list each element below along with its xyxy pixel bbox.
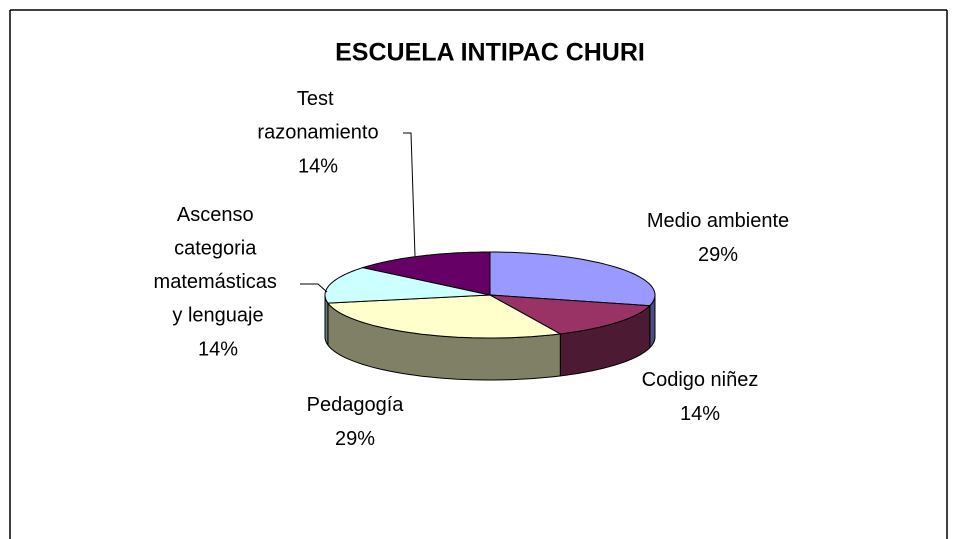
slice-value-label: 14% xyxy=(298,155,338,177)
slice-value-label: 14% xyxy=(680,403,720,425)
slice-label: Ascenso categoria matemásticas y lenguaj… xyxy=(154,204,283,327)
slice xyxy=(326,294,562,339)
slice-value-label: 14% xyxy=(198,338,238,360)
slice-value-label: 29% xyxy=(335,428,375,450)
slice xyxy=(489,294,651,335)
leader-line xyxy=(300,283,328,293)
leader-line xyxy=(403,132,416,257)
slice xyxy=(489,251,656,307)
slice-label: Pedagogía xyxy=(307,394,405,416)
slice xyxy=(360,251,491,296)
slice-label: Codigo niñez xyxy=(642,369,759,391)
slice-label: Medio ambiente xyxy=(647,210,789,232)
slice xyxy=(324,267,491,304)
chart-title: ESCUELA INTIPAC CHURI xyxy=(335,39,645,67)
slice-label: Test razonamiento xyxy=(257,88,378,144)
slice-value-label: 29% xyxy=(698,244,738,266)
